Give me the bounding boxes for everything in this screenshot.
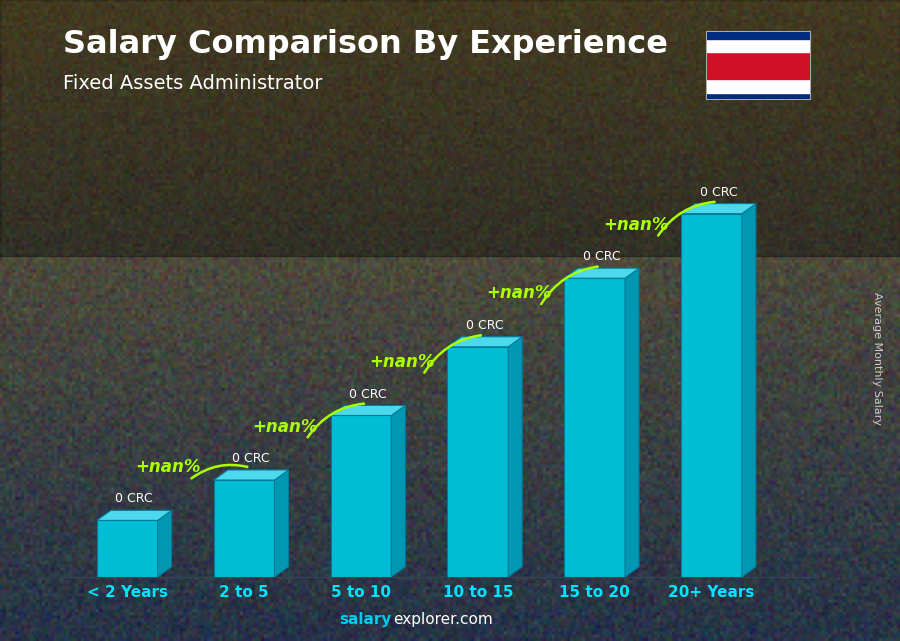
Text: +nan%: +nan% [603,216,669,234]
FancyArrowPatch shape [308,404,364,437]
Text: +nan%: +nan% [369,353,435,371]
Text: +nan%: +nan% [486,285,552,303]
Polygon shape [274,470,289,577]
FancyArrowPatch shape [424,335,481,372]
FancyArrowPatch shape [658,202,715,236]
Text: 0 CRC: 0 CRC [349,388,387,401]
Text: 0 CRC: 0 CRC [232,452,270,465]
Polygon shape [508,337,522,577]
Text: salary: salary [339,612,392,627]
Polygon shape [447,337,522,347]
FancyArrowPatch shape [541,267,598,304]
Bar [706,32,810,39]
Polygon shape [97,520,158,577]
Text: +nan%: +nan% [135,458,201,476]
Polygon shape [681,204,756,213]
Text: 0 CRC: 0 CRC [583,250,620,263]
Polygon shape [97,510,172,520]
Polygon shape [213,480,274,577]
Polygon shape [742,204,756,577]
Bar [0,0,900,256]
Polygon shape [564,268,639,278]
Text: +nan%: +nan% [252,418,318,436]
Polygon shape [158,510,172,577]
Bar [706,79,810,92]
Polygon shape [625,268,639,577]
Text: Average Monthly Salary: Average Monthly Salary [872,292,883,426]
Text: 0 CRC: 0 CRC [115,492,153,506]
Polygon shape [564,278,625,577]
Text: explorer.com: explorer.com [393,612,493,627]
Polygon shape [447,347,508,577]
Bar [706,52,810,79]
Polygon shape [681,213,742,577]
Polygon shape [330,415,392,577]
Polygon shape [330,405,405,415]
FancyArrowPatch shape [192,465,248,478]
Polygon shape [213,470,289,480]
Text: 0 CRC: 0 CRC [466,319,504,332]
Text: Fixed Assets Administrator: Fixed Assets Administrator [63,74,322,93]
Bar [706,92,810,99]
Bar [706,39,810,53]
Text: Salary Comparison By Experience: Salary Comparison By Experience [63,29,668,60]
Text: 0 CRC: 0 CRC [699,186,737,199]
Polygon shape [392,405,405,577]
